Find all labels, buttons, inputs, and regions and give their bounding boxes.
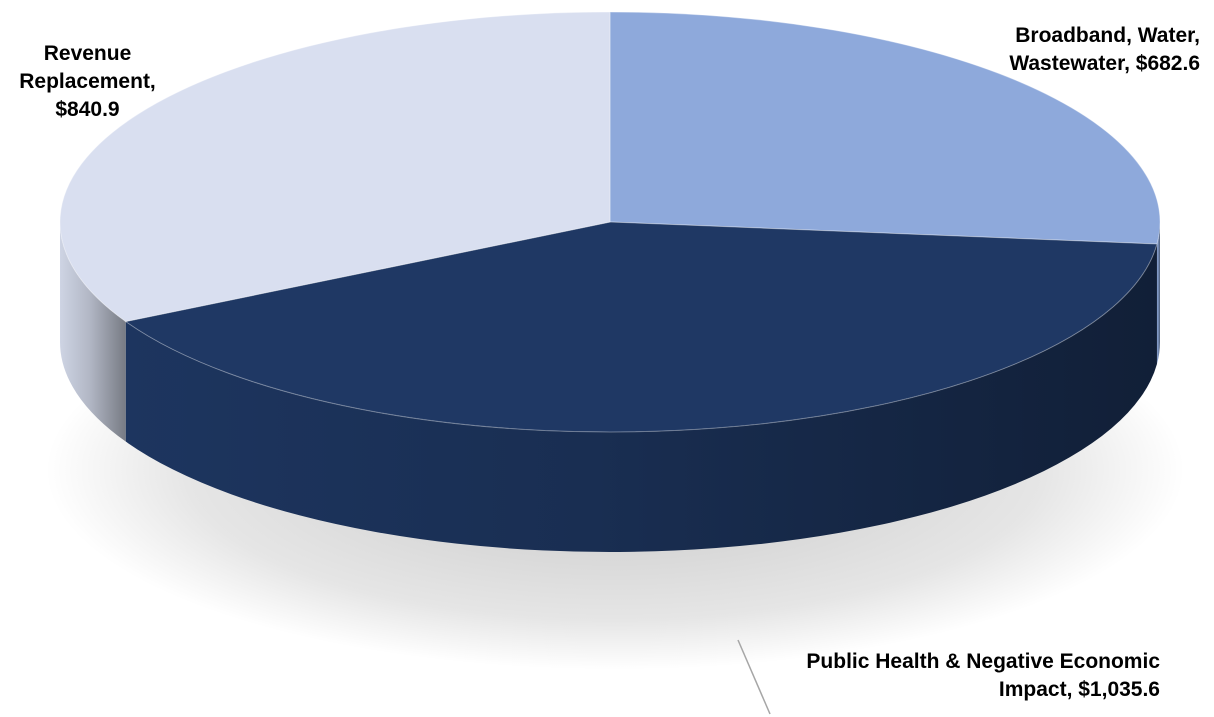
slice-label-line: Impact, $1,035.6: [998, 678, 1160, 701]
slice-label-line: Broadband, Water,: [1015, 24, 1200, 47]
slice-label-public-health: Public Health & Negative Economic Impact…: [700, 648, 1160, 704]
slice-label-broadband-water-wastewater: Broadband, Water, Wastewater, $682.6: [900, 22, 1200, 78]
slice-label-line: Wastewater, $682.6: [1009, 52, 1200, 75]
leader-line: [737, 639, 771, 715]
slice-label-line: Public Health & Negative Economic: [806, 650, 1160, 673]
slice-label-line: $840.9: [55, 98, 120, 121]
pie-slice-revenue-replacement: [59, 11, 611, 323]
slice-label-revenue-replacement: Revenue Replacement, $840.9: [0, 40, 175, 124]
pie-slice-side-broadband-water-wastewater: [1156, 222, 1160, 365]
slice-label-line: Replacement,: [19, 70, 156, 93]
pie-slice-side-revenue-replacement: [60, 222, 126, 442]
pie-slice-public-health-negative-economic-impact: [124, 221, 1158, 433]
pie-slice-side-public-health-negative-economic-impact: [125, 244, 1157, 552]
slice-label-line: Revenue: [43, 42, 132, 65]
pie-slice-broadband-water-wastewater: [609, 11, 1161, 245]
